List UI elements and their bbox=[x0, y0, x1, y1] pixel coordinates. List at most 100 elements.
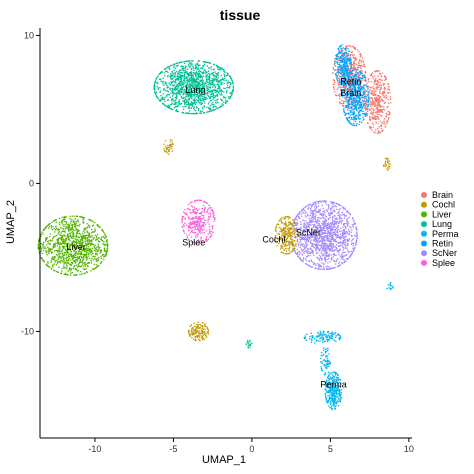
data-point bbox=[389, 98, 392, 101]
data-point bbox=[69, 269, 72, 272]
data-point bbox=[196, 93, 199, 96]
data-point bbox=[314, 216, 316, 218]
data-point bbox=[333, 223, 336, 226]
data-point bbox=[206, 74, 208, 77]
data-point bbox=[180, 71, 183, 74]
data-point bbox=[198, 94, 201, 97]
data-point bbox=[319, 210, 322, 212]
data-point bbox=[387, 113, 389, 116]
data-point bbox=[304, 246, 307, 248]
data-point bbox=[319, 240, 321, 243]
data-point bbox=[101, 228, 103, 231]
data-point bbox=[186, 68, 189, 70]
data-point bbox=[213, 76, 215, 78]
data-point bbox=[66, 243, 68, 245]
data-point bbox=[294, 250, 296, 252]
data-point bbox=[46, 240, 49, 243]
data-point bbox=[338, 221, 341, 224]
data-point bbox=[297, 256, 300, 258]
data-point bbox=[187, 95, 189, 98]
data-point bbox=[51, 239, 53, 242]
data-point bbox=[185, 99, 188, 101]
data-point bbox=[329, 240, 332, 242]
data-point bbox=[105, 243, 108, 246]
data-point bbox=[373, 103, 375, 106]
data-point bbox=[366, 82, 368, 85]
data-point bbox=[100, 238, 103, 240]
data-point bbox=[203, 63, 206, 66]
data-point bbox=[212, 78, 215, 81]
data-point bbox=[55, 221, 58, 224]
data-point bbox=[81, 261, 84, 263]
data-point bbox=[341, 235, 344, 237]
data-point bbox=[182, 79, 185, 81]
data-point bbox=[193, 69, 195, 72]
data-point bbox=[350, 240, 353, 242]
data-point bbox=[209, 99, 212, 102]
data-point bbox=[195, 90, 198, 92]
data-point bbox=[331, 201, 334, 204]
data-point bbox=[186, 77, 189, 79]
data-point bbox=[43, 249, 45, 252]
data-point bbox=[382, 122, 384, 125]
data-point bbox=[320, 245, 322, 247]
data-point bbox=[375, 118, 377, 121]
data-point bbox=[61, 227, 64, 230]
data-point bbox=[172, 94, 175, 96]
data-point bbox=[67, 236, 70, 238]
data-point bbox=[64, 261, 67, 263]
data-point bbox=[72, 221, 74, 224]
data-point bbox=[370, 96, 372, 99]
data-point bbox=[47, 262, 49, 264]
data-point bbox=[329, 260, 331, 263]
data-point bbox=[195, 99, 198, 101]
data-point bbox=[177, 87, 180, 89]
data-point bbox=[61, 230, 64, 233]
data-point bbox=[202, 79, 204, 81]
data-point bbox=[371, 104, 374, 106]
data-point bbox=[361, 60, 363, 62]
data-point bbox=[176, 104, 179, 107]
data-point bbox=[219, 88, 221, 90]
data-point bbox=[325, 200, 328, 202]
data-point bbox=[212, 74, 214, 76]
data-point bbox=[352, 118, 354, 121]
data-point bbox=[78, 253, 80, 255]
data-point bbox=[175, 102, 178, 104]
data-point bbox=[317, 252, 319, 254]
data-point bbox=[330, 236, 333, 238]
data-point bbox=[190, 85, 192, 88]
data-point bbox=[334, 231, 336, 233]
data-point bbox=[307, 264, 309, 266]
data-point bbox=[64, 273, 66, 276]
data-point bbox=[57, 242, 59, 244]
data-point bbox=[99, 250, 101, 253]
data-point bbox=[87, 241, 89, 243]
data-point bbox=[308, 252, 310, 254]
data-point bbox=[207, 107, 210, 110]
data-point bbox=[73, 245, 75, 247]
data-point bbox=[335, 254, 337, 257]
data-point bbox=[201, 66, 203, 69]
data-point bbox=[316, 220, 319, 223]
data-point bbox=[196, 112, 199, 115]
data-point bbox=[172, 72, 174, 75]
data-point bbox=[208, 96, 211, 99]
data-point bbox=[381, 111, 384, 114]
data-point bbox=[76, 231, 78, 234]
data-point bbox=[337, 242, 340, 244]
data-point bbox=[50, 226, 53, 229]
data-point bbox=[352, 220, 355, 222]
data-point bbox=[50, 268, 53, 270]
data-point bbox=[176, 75, 178, 77]
data-point bbox=[189, 87, 191, 89]
data-point bbox=[64, 248, 67, 250]
data-point bbox=[187, 81, 189, 83]
data-point bbox=[57, 232, 59, 235]
data-point bbox=[80, 242, 82, 245]
data-point bbox=[202, 72, 204, 74]
data-point bbox=[203, 94, 205, 96]
data-point bbox=[50, 261, 52, 263]
data-point bbox=[197, 87, 199, 90]
data-point bbox=[195, 101, 198, 104]
